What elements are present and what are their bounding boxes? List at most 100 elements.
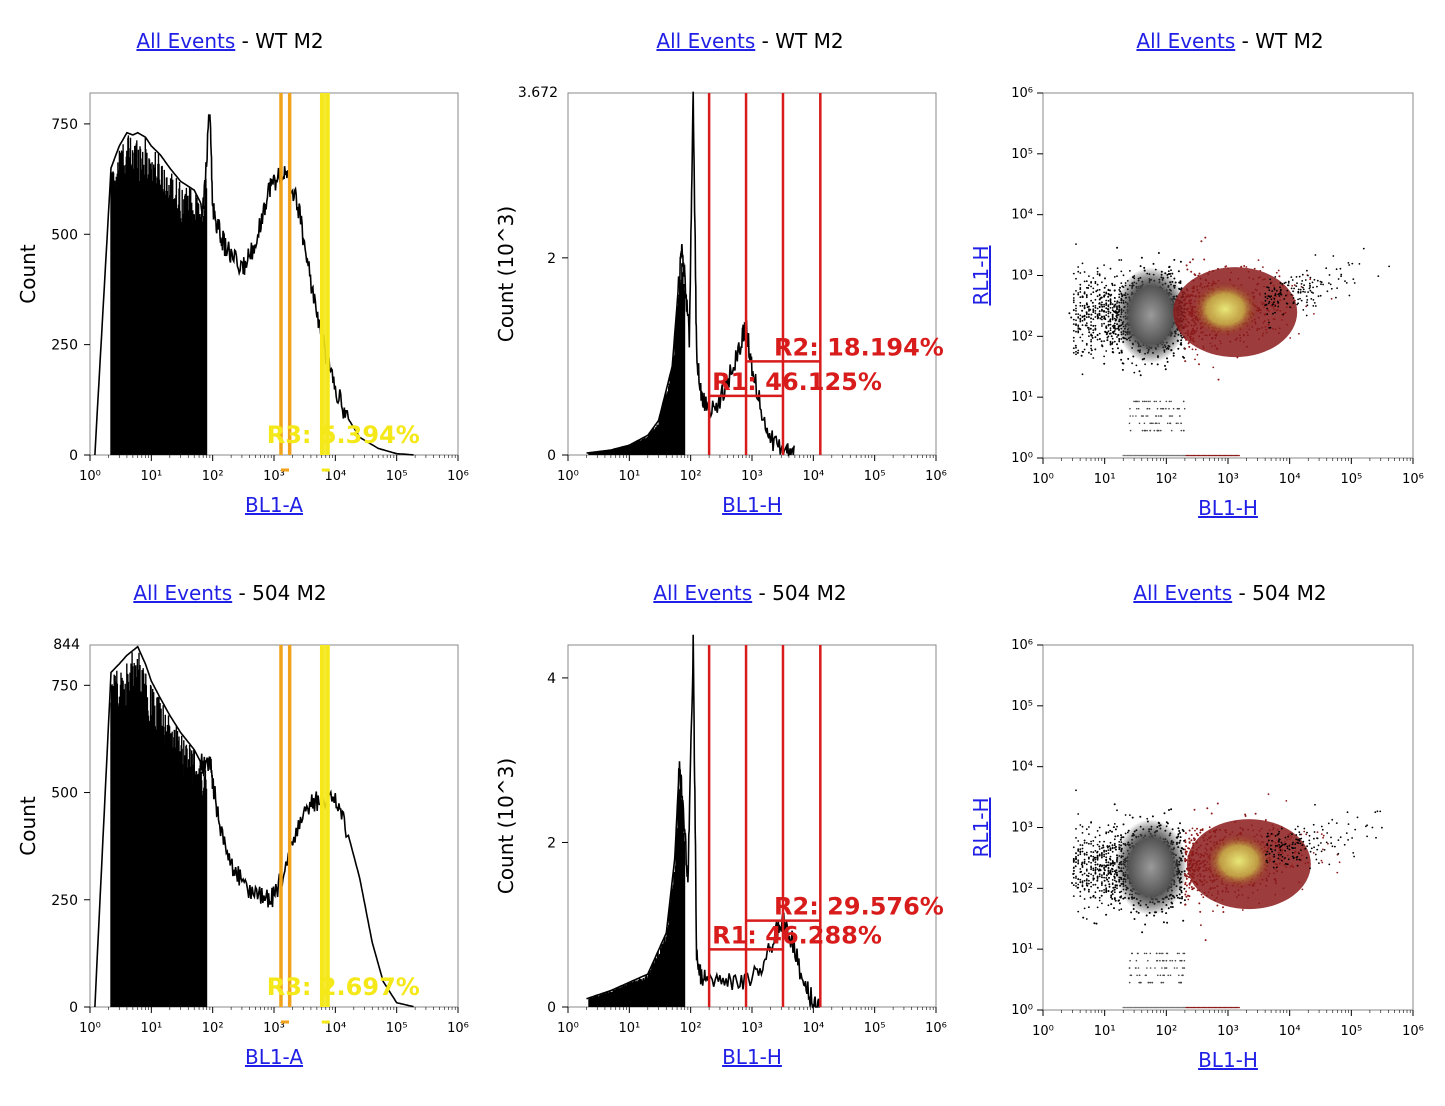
event-point	[1229, 454, 1232, 457]
event-point	[1079, 287, 1082, 289]
event-point	[1072, 299, 1075, 302]
event-point	[1077, 316, 1080, 318]
event-point	[1167, 270, 1170, 273]
event-point	[1109, 340, 1112, 343]
event-point	[1335, 268, 1338, 271]
x-axis-label[interactable]: BL1-H	[1198, 1048, 1258, 1072]
event-point	[1082, 350, 1084, 353]
event-point	[1143, 429, 1146, 432]
event-point	[1107, 870, 1110, 872]
x-tick-label: 10⁰	[79, 469, 101, 484]
all-events-link[interactable]: All Events	[136, 29, 236, 53]
event-point	[1322, 283, 1324, 286]
event-point	[1244, 813, 1247, 816]
event-point	[1096, 879, 1099, 882]
y-axis-label[interactable]: RL1-H	[969, 245, 993, 305]
event-point	[1109, 329, 1112, 332]
event-point	[1190, 270, 1193, 273]
event-point	[1183, 356, 1185, 359]
all-events-link[interactable]: All Events	[1133, 581, 1233, 605]
event-point	[1072, 846, 1075, 849]
event-point	[1160, 407, 1162, 410]
x-axis-label[interactable]: BL1-A	[245, 493, 303, 517]
event-point	[1337, 278, 1340, 280]
y-tick-label: 4	[547, 671, 556, 687]
event-point	[1077, 878, 1080, 880]
event-point	[1268, 289, 1271, 292]
all-events-link[interactable]: All Events	[653, 581, 753, 605]
event-point	[1155, 454, 1158, 457]
event-point	[1111, 850, 1114, 853]
x-axis-label[interactable]: BL1-A	[245, 1045, 303, 1069]
event-point	[1104, 277, 1106, 280]
event-point	[1088, 888, 1090, 891]
event-point	[1113, 888, 1116, 891]
all-events-link[interactable]: All Events	[1136, 29, 1236, 53]
event-point	[1112, 310, 1115, 313]
event-point	[1080, 863, 1083, 866]
histogram-chart: 10⁰ 10¹ 10² 10³ 10⁴ 10⁵ 10⁶ BL1-A 0 250 500 750 Coun…	[16, 92, 469, 517]
x-tick-label: 10²	[680, 469, 702, 484]
x-tick-label: 10³	[1217, 472, 1239, 487]
y-axis: 10⁰ 10¹ 10² 10³ 10⁴ 10⁵ 10⁶ RL1-H	[969, 638, 1043, 1018]
y-tick-label: 10²	[1011, 881, 1033, 896]
event-point	[1116, 336, 1118, 338]
event-point	[1163, 454, 1165, 457]
event-point	[1075, 243, 1077, 246]
gate-r3: R3: 2.697%	[267, 645, 420, 1024]
event-point	[1148, 454, 1150, 457]
event-point	[1290, 293, 1293, 296]
event-point	[1090, 855, 1092, 857]
event-point	[1088, 284, 1090, 287]
event-point	[1112, 324, 1115, 327]
event-point	[1180, 454, 1182, 457]
x-axis-label[interactable]: BL1-H	[722, 493, 782, 517]
event-point	[1105, 292, 1108, 295]
event-point	[1106, 846, 1109, 849]
panel-504-scatter: All Events - 504 M2 10⁰ 10¹ 10² 10³ 10⁴ 10⁵ 10…	[960, 577, 1430, 1097]
event-point	[1116, 809, 1118, 812]
x-tick-label: 10⁶	[447, 1021, 469, 1036]
event-point	[1111, 883, 1114, 886]
x-axis-label[interactable]: BL1-H	[1198, 496, 1258, 520]
event-point	[1238, 334, 1241, 336]
event-point	[1111, 307, 1114, 309]
event-point	[1085, 874, 1088, 877]
event-point	[1171, 415, 1174, 417]
event-point	[1326, 290, 1329, 293]
x-tick-label: 10³	[741, 1021, 763, 1036]
event-point	[1203, 258, 1206, 261]
event-point	[1079, 317, 1082, 320]
event-point	[1166, 422, 1169, 425]
event-point	[1085, 869, 1088, 872]
all-events-link[interactable]: All Events	[656, 29, 756, 53]
event-point	[1112, 351, 1115, 354]
event-point	[1083, 887, 1086, 890]
event-point	[1075, 857, 1077, 860]
y-axis-label[interactable]: RL1-H	[969, 797, 993, 857]
event-point	[1083, 898, 1086, 900]
event-point	[1105, 913, 1108, 916]
event-point	[1113, 838, 1116, 841]
event-point	[1328, 282, 1330, 284]
event-point	[1261, 303, 1264, 306]
event-point	[1169, 454, 1171, 457]
event-point	[1213, 454, 1216, 457]
event-point	[1222, 454, 1224, 457]
event-point	[1108, 876, 1110, 879]
x-axis-label[interactable]: BL1-H	[722, 1045, 782, 1069]
event-point	[1185, 307, 1188, 310]
event-point	[1072, 869, 1075, 872]
event-point	[1085, 918, 1088, 920]
event-point	[1353, 282, 1356, 284]
event-point	[1198, 272, 1201, 275]
y-tick-label: 750	[51, 117, 78, 133]
all-events-link[interactable]: All Events	[133, 581, 233, 605]
event-point	[1117, 347, 1119, 350]
event-point	[1225, 265, 1228, 267]
event-point	[1257, 259, 1260, 261]
event-point	[1107, 295, 1110, 298]
event-point	[1107, 861, 1110, 864]
x-tick-label: 10⁶	[925, 1021, 947, 1036]
event-point	[1081, 333, 1084, 336]
